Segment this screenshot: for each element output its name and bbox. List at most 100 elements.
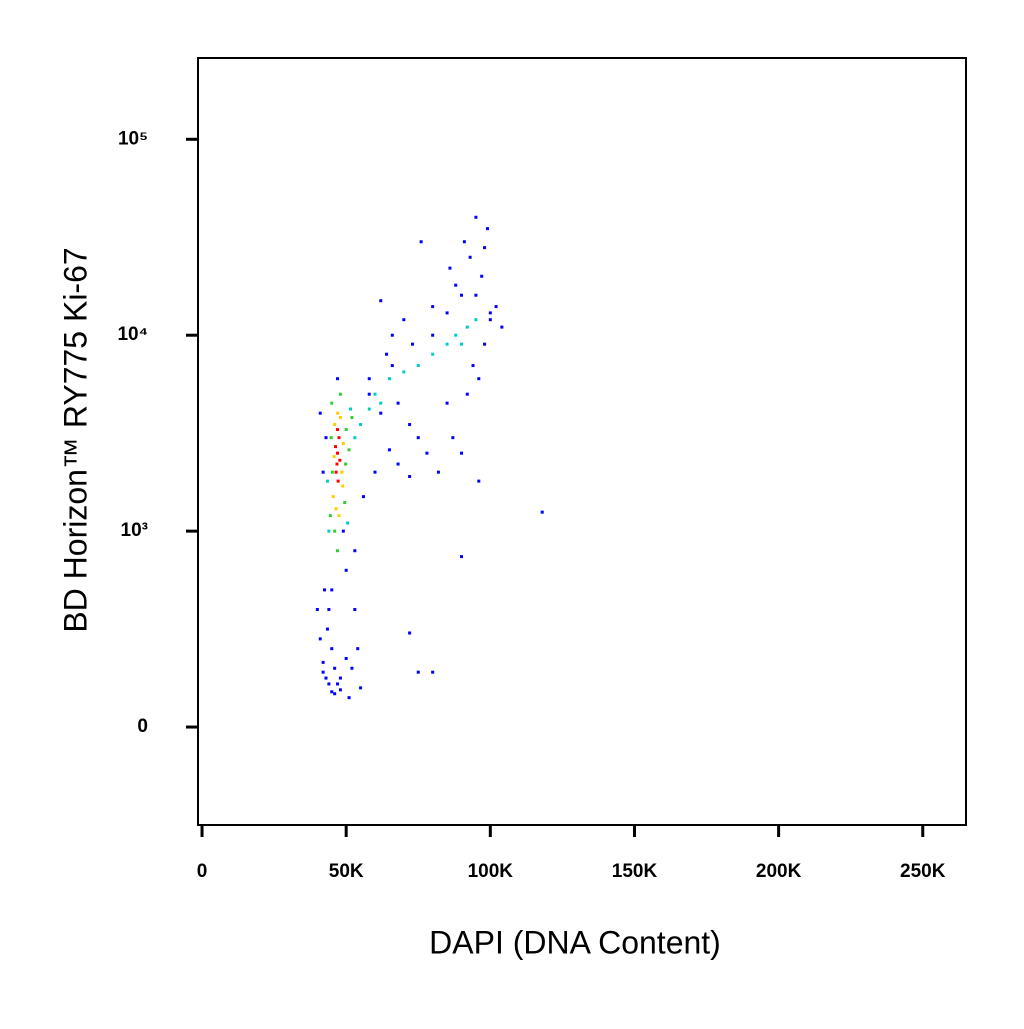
x-axis-label: DAPI (DNA Content): [429, 924, 721, 960]
data-point: [396, 462, 400, 466]
data-point: [425, 451, 429, 455]
data-point: [337, 514, 341, 518]
data-point: [416, 670, 420, 674]
data-point: [336, 411, 340, 415]
data-point: [344, 428, 348, 432]
data-point: [459, 293, 463, 297]
data-point: [367, 392, 371, 396]
data-point: [338, 458, 342, 462]
data-point: [480, 274, 484, 278]
data-point: [379, 401, 383, 405]
data-point: [367, 407, 371, 411]
data-point: [488, 311, 492, 315]
x-tick-label: 50K: [329, 861, 364, 882]
data-point: [356, 647, 360, 651]
data-point: [328, 514, 332, 518]
data-point: [436, 470, 440, 474]
data-point: [416, 364, 420, 368]
data-point: [336, 479, 340, 483]
data-point: [350, 416, 354, 420]
data-point: [500, 325, 504, 329]
data-point: [474, 293, 478, 297]
data-point: [333, 423, 337, 427]
data-point: [373, 470, 377, 474]
data-point: [451, 436, 455, 440]
data-point: [445, 311, 449, 315]
data-point: [465, 325, 469, 329]
data-point: [396, 401, 400, 405]
data-point: [494, 305, 498, 309]
data-point: [416, 436, 420, 440]
data-point: [330, 470, 334, 474]
data-point: [327, 607, 331, 611]
data-point: [359, 423, 363, 427]
data-point: [330, 690, 334, 694]
data-point: [321, 660, 325, 664]
data-point: [344, 568, 348, 572]
data-point: [431, 352, 435, 356]
data-point: [474, 215, 478, 219]
data-point: [402, 370, 406, 374]
data-point: [445, 401, 449, 405]
data-point: [334, 507, 338, 511]
x-tick-label: 100K: [468, 861, 514, 882]
data-point: [333, 666, 337, 670]
plot-frame: [197, 57, 967, 826]
data-point: [385, 352, 389, 356]
data-point: [387, 448, 391, 452]
data-point: [327, 682, 331, 686]
data-point: [448, 266, 452, 270]
data-point: [373, 392, 377, 396]
data-point: [346, 521, 350, 525]
data-point: [540, 510, 544, 514]
data-point: [477, 479, 481, 483]
data-point: [474, 318, 478, 322]
data-point: [330, 588, 334, 592]
data-point: [454, 283, 458, 287]
data-point: [341, 529, 345, 533]
data-point: [333, 692, 337, 696]
data-point: [347, 696, 351, 700]
data-point: [336, 451, 340, 455]
data-point: [468, 255, 472, 259]
data-point: [329, 436, 333, 440]
x-tick-label: 250K: [900, 861, 946, 882]
y-axis-label: BD Horizon™ RY775 Ki-67: [57, 247, 93, 632]
data-point: [344, 656, 348, 660]
data-point: [337, 436, 341, 440]
data-point: [331, 495, 335, 499]
data-point: [359, 686, 363, 690]
data-point: [327, 529, 331, 533]
data-point: [353, 436, 357, 440]
data-point: [338, 392, 342, 396]
data-point: [410, 342, 414, 346]
y-tick-label: 10³: [121, 520, 148, 541]
data-point: [379, 299, 383, 303]
data-point: [336, 682, 340, 686]
data-point: [350, 666, 354, 670]
data-point: [336, 428, 340, 432]
data-point: [353, 607, 357, 611]
data-point: [330, 401, 334, 405]
x-tick-label: 0: [197, 861, 208, 882]
data-point: [477, 377, 481, 381]
data-point: [367, 377, 371, 381]
x-tick-label: 150K: [612, 861, 658, 882]
data-point: [390, 364, 394, 368]
data-point: [336, 377, 340, 381]
data-point: [318, 637, 322, 641]
x-tick-label: 200K: [756, 861, 802, 882]
data-point: [462, 240, 466, 244]
data-point: [334, 445, 338, 449]
data-point: [336, 549, 340, 553]
data-point: [361, 495, 365, 499]
data-point: [459, 451, 463, 455]
data-point: [419, 240, 423, 244]
data-point: [353, 549, 357, 553]
data-point: [471, 364, 475, 368]
data-point: [431, 333, 435, 337]
data-point: [343, 500, 347, 504]
data-point: [408, 631, 412, 635]
data-point: [465, 392, 469, 396]
data-point: [344, 462, 348, 466]
